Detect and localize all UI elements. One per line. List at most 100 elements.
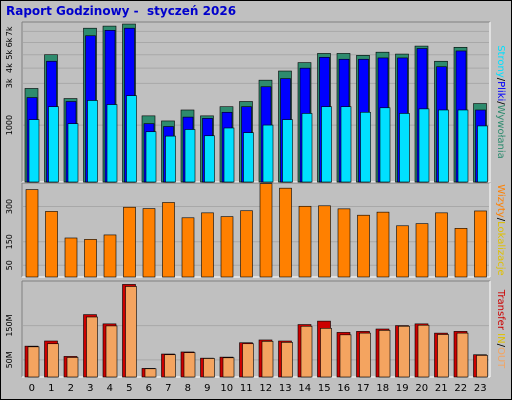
visits-bar bbox=[201, 212, 214, 278]
visits-bar bbox=[396, 225, 409, 278]
x-tick-label: 20 bbox=[415, 383, 428, 394]
pages-bar bbox=[184, 129, 196, 183]
transfer-out-bar bbox=[300, 325, 313, 378]
pages-bar bbox=[379, 107, 391, 183]
x-tick-label: 22 bbox=[454, 383, 467, 394]
pages-bar bbox=[340, 106, 352, 183]
x-tick-label: 8 bbox=[185, 383, 191, 394]
pages-bar bbox=[301, 113, 313, 183]
pages-bar bbox=[360, 111, 371, 183]
transfer-out-bar bbox=[417, 324, 430, 378]
x-tick-label: 15 bbox=[318, 383, 331, 394]
pages-bar bbox=[243, 132, 254, 183]
pages-bar bbox=[477, 125, 488, 183]
visits-bar bbox=[142, 208, 156, 278]
y-tick-label: 6k bbox=[5, 37, 14, 47]
y-tick-label: 1000 bbox=[5, 115, 14, 135]
y-tick-label: 50M bbox=[5, 351, 14, 368]
x-tick-label: 14 bbox=[298, 383, 311, 394]
visits-bar bbox=[435, 212, 448, 278]
visits-bar bbox=[25, 189, 39, 278]
transfer-out-bar bbox=[437, 334, 449, 378]
transfer-out-bar bbox=[359, 332, 371, 378]
x-axis-hours: 0 1 2 3 4 5 6 7 8 9 10 11 12 13 14 15 16 17 18 19 20 21 22 23 bbox=[29, 383, 487, 394]
transfer-out-bar bbox=[125, 286, 137, 378]
transfer-out-bar bbox=[105, 325, 118, 378]
pages-bar bbox=[48, 106, 59, 183]
visits-bar bbox=[64, 237, 78, 278]
panel-visits: 50 150 300 bbox=[5, 182, 491, 278]
y-tick-label: 150 bbox=[5, 234, 14, 249]
transfer-out-bar bbox=[144, 368, 157, 378]
transfer-out-bar bbox=[320, 328, 332, 378]
visits-bar bbox=[45, 211, 58, 278]
transfer-out-bar bbox=[164, 354, 176, 378]
visits-bar bbox=[220, 216, 234, 278]
x-tick-label: 1 bbox=[48, 383, 54, 394]
pages-bar bbox=[126, 95, 137, 183]
x-tick-label: 17 bbox=[357, 383, 370, 394]
pages-bar bbox=[399, 113, 410, 183]
transfer-out-bar bbox=[86, 316, 98, 378]
x-tick-label: 3 bbox=[87, 383, 93, 394]
visits-bar bbox=[337, 208, 351, 278]
transfer-out-bar bbox=[378, 330, 391, 378]
visits-bar bbox=[162, 202, 175, 278]
y-tick-label: 50 bbox=[5, 260, 14, 270]
visits-bar bbox=[415, 223, 429, 278]
pages-bar bbox=[262, 124, 274, 183]
legend-pages-files-hits: Strony/Pliki/Wywołania bbox=[495, 45, 506, 159]
x-tick-label: 10 bbox=[220, 383, 233, 394]
pages-bar bbox=[165, 135, 176, 183]
visits-bar bbox=[474, 210, 487, 278]
transfer-out-bar bbox=[242, 343, 254, 378]
visits-bar bbox=[279, 187, 292, 278]
transfer-out-bar bbox=[339, 334, 352, 378]
y-tick-label: 150M bbox=[5, 314, 14, 336]
visits-bar bbox=[318, 205, 331, 278]
x-tick-label: 9 bbox=[204, 383, 210, 394]
y-tick-label: 4k bbox=[5, 63, 14, 73]
visits-bar bbox=[240, 210, 253, 278]
pages-bar bbox=[204, 135, 215, 183]
panel-transfer: 50M 150M bbox=[5, 280, 491, 378]
x-tick-label: 23 bbox=[474, 383, 487, 394]
pages-bar bbox=[321, 106, 332, 183]
transfer-out-bar bbox=[66, 357, 79, 378]
pages-bar bbox=[438, 109, 449, 183]
visits-bar bbox=[357, 214, 370, 278]
visits-bar bbox=[298, 205, 312, 278]
x-tick-label: 19 bbox=[396, 383, 409, 394]
transfer-out-bar bbox=[476, 355, 488, 378]
x-tick-label: 4 bbox=[107, 383, 113, 394]
transfer-out-bar bbox=[183, 352, 196, 378]
visits-bar bbox=[103, 234, 117, 278]
x-tick-label: 0 bbox=[29, 383, 35, 394]
transfer-out-bar bbox=[261, 341, 274, 378]
pages-bar bbox=[87, 100, 98, 183]
y-tick-label: 300 bbox=[5, 199, 14, 214]
x-tick-label: 13 bbox=[279, 383, 292, 394]
pages-bar bbox=[457, 109, 469, 183]
side-legends: Strony/Pliki/Wywołania Wizyty/Lokalizacje… bbox=[495, 45, 506, 369]
visits-bar bbox=[259, 183, 273, 278]
x-tick-label: 2 bbox=[68, 383, 74, 394]
x-tick-label: 5 bbox=[126, 383, 132, 394]
transfer-out-bar bbox=[281, 342, 293, 378]
visits-bar bbox=[181, 217, 195, 278]
y-tick-label: 7k bbox=[5, 26, 14, 36]
pages-bar bbox=[28, 119, 40, 183]
transfer-out-bar bbox=[27, 346, 40, 378]
pages-bar bbox=[418, 108, 430, 183]
x-tick-label: 11 bbox=[240, 383, 253, 394]
x-tick-label: 16 bbox=[337, 383, 350, 394]
transfer-out-bar bbox=[203, 358, 215, 378]
x-tick-label: 21 bbox=[435, 383, 448, 394]
visits-bar bbox=[454, 228, 468, 278]
pages-bar bbox=[145, 131, 157, 183]
pages-bar bbox=[223, 127, 235, 183]
visits-bar bbox=[123, 206, 136, 278]
visits-bar bbox=[84, 239, 97, 278]
